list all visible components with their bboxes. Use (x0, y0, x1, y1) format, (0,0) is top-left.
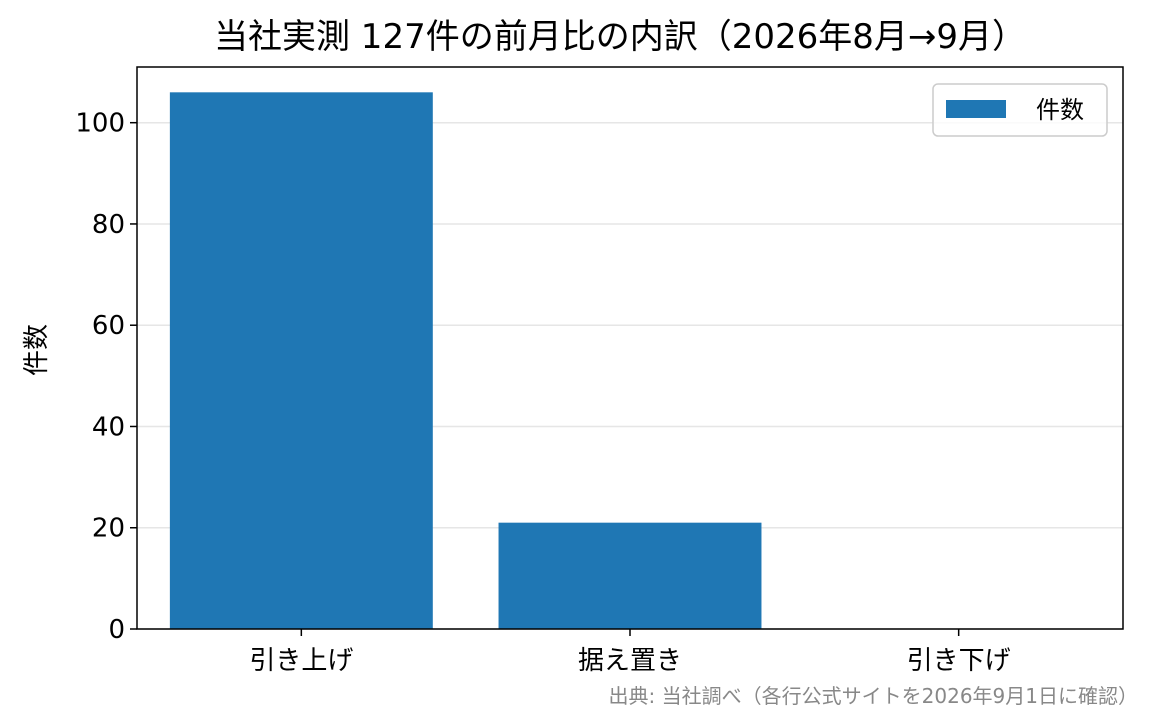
x-tick-label: 据え置き (578, 646, 682, 676)
bar-2 (498, 522, 762, 629)
x-tick-label: 引き下げ (907, 646, 1011, 676)
y-tick-label: 0 (108, 615, 125, 645)
legend-label: 件数 (1036, 96, 1084, 124)
source-note: 出典: 当社調べ（各行公式サイトを2026年9月1日に確認） (609, 684, 1138, 708)
y-axis-label: 件数 (22, 324, 52, 376)
y-tick-label: 80 (92, 210, 125, 240)
y-tick-label: 20 (92, 514, 125, 544)
legend: 件数 (932, 83, 1108, 137)
x-axis-ticks: 引き上げ 据え置き 引き下げ (249, 629, 1011, 676)
bars (169, 92, 762, 630)
y-axis-ticks: 0 20 40 60 80 100 (75, 109, 137, 645)
bar-1 (169, 92, 433, 630)
legend-swatch (946, 100, 1006, 118)
y-tick-label: 60 (92, 311, 125, 341)
y-tick-label: 100 (75, 109, 125, 139)
legend-frame (932, 83, 1108, 137)
x-tick-label: 引き上げ (249, 646, 353, 676)
chart-title: 当社実測 127件の前月比の内訳（2026年8月→9月） (214, 17, 1026, 57)
y-tick-label: 40 (92, 412, 125, 442)
